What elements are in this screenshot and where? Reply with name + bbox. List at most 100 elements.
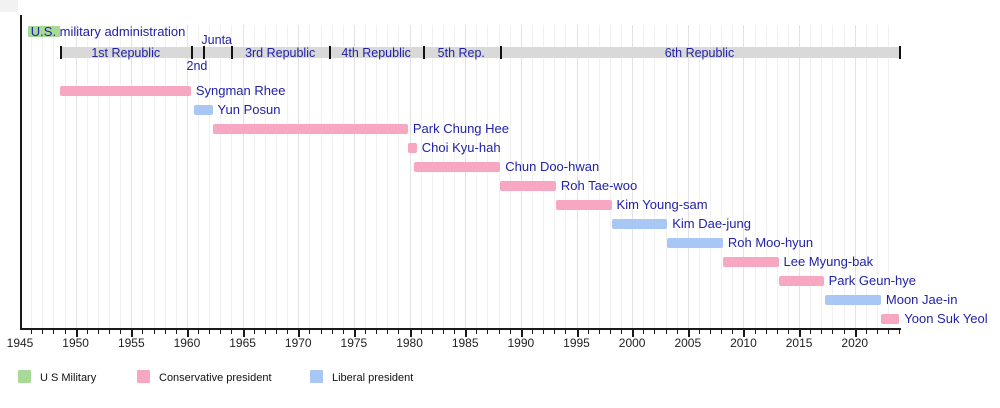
- president-label-roh-moo-hyun[interactable]: Roh Moo-hyun: [727, 235, 814, 250]
- gridline-2010: [743, 25, 745, 328]
- axis-tick-2005: [687, 330, 690, 337]
- gridline-1966: [253, 25, 255, 328]
- legend-swatch-0: [18, 370, 31, 383]
- gridline-2011: [754, 25, 756, 328]
- republic-label-4[interactable]: 4th Republic: [341, 46, 411, 60]
- axis-tick-1948: [53, 330, 55, 334]
- president-label-syngman-rhee[interactable]: Syngman Rhee: [195, 83, 286, 98]
- axis-tick-1959: [175, 330, 177, 334]
- president-bar-kim-dae-jung: [611, 219, 668, 229]
- gridline-1986: [476, 25, 478, 328]
- president-label-park-chung-hee[interactable]: Park Chung Hee: [412, 121, 509, 136]
- republic-label-5[interactable]: 5th Rep.: [437, 46, 485, 60]
- gridline-1995: [576, 25, 578, 328]
- president-label-chun-doo-hwan[interactable]: Chun Doo-hwan: [505, 159, 600, 174]
- gridline-1988: [498, 25, 500, 328]
- president-bar-yoon-suk-yeol: [880, 314, 900, 324]
- republic-label-0[interactable]: 1st Republic: [91, 46, 161, 60]
- axis-tick-1962: [209, 330, 211, 334]
- gridline-2023: [888, 25, 890, 328]
- president-bar-roh-tae-woo: [500, 181, 556, 191]
- axis-tick-1991: [531, 330, 533, 334]
- republic-separator-2: [202, 46, 205, 59]
- gridline-1998: [609, 25, 611, 328]
- axis-tick-1992: [543, 330, 545, 334]
- gridline-1971: [309, 25, 311, 328]
- axis-tick-1995: [576, 330, 579, 337]
- axis-tick-2018: [832, 330, 834, 334]
- axis-tick-2001: [643, 330, 645, 334]
- president-label-kim-dae-jung[interactable]: Kim Dae-jung: [672, 216, 751, 231]
- republic-label-3[interactable]: 3rd Republic: [245, 46, 316, 60]
- gridline-1954: [120, 25, 122, 328]
- axis-label-2000: 2000: [618, 336, 646, 350]
- gridline-2000: [632, 25, 634, 328]
- gridline-1993: [554, 25, 556, 328]
- axis-tick-1961: [198, 330, 200, 334]
- president-label-lee-myung-bak[interactable]: Lee Myung-bak: [783, 254, 874, 269]
- axis-label-1975: 1975: [340, 336, 368, 350]
- axis-tick-2010: [743, 330, 746, 337]
- us-military-label[interactable]: U.S. military administration: [30, 24, 186, 39]
- legend-label-0: U S Military: [40, 372, 97, 384]
- gridline-1970: [298, 25, 300, 328]
- gridline-1947: [42, 25, 44, 328]
- president-label-yoon-suk-yeol[interactable]: Yoon Suk Yeol: [904, 311, 988, 326]
- gridline-2022: [877, 25, 878, 328]
- axis-tick-1977: [376, 330, 378, 334]
- axis-tick-1990: [520, 330, 523, 337]
- axis-label-1960: 1960: [173, 336, 201, 350]
- republic-separator-end: [899, 46, 902, 59]
- president-label-yun-posun[interactable]: Yun Posun: [217, 102, 281, 117]
- president-label-park-geun-hye[interactable]: Park Geun-hye: [828, 273, 917, 288]
- president-label-moon-jae-in[interactable]: Moon Jae-in: [885, 292, 958, 307]
- gridline-1975: [353, 25, 355, 328]
- gridline-1963: [220, 25, 222, 328]
- republic-label-6[interactable]: 6th Republic: [664, 46, 735, 60]
- axis-tick-1976: [365, 330, 367, 334]
- legend-label-1: Conservative president: [159, 372, 272, 384]
- axis-tick-2007: [710, 330, 712, 334]
- axis-tick-2000: [632, 330, 635, 337]
- axis-label-2020: 2020: [841, 336, 869, 350]
- gridline-1959: [175, 25, 177, 328]
- president-bar-moon-jae-in: [825, 295, 881, 305]
- axis-tick-1966: [253, 330, 255, 334]
- president-label-roh-tae-woo[interactable]: Roh Tae-woo: [560, 178, 638, 193]
- republic-label-1[interactable]: 2nd: [186, 59, 208, 73]
- axis-tick-1984: [454, 330, 456, 334]
- gridline-1989: [509, 25, 511, 328]
- axis-tick-1968: [275, 330, 277, 334]
- gridline-2020: [854, 25, 856, 328]
- gridline-1976: [365, 25, 367, 328]
- axis-tick-1978: [387, 330, 389, 334]
- axis-tick-2017: [821, 330, 823, 334]
- gridline-1990: [520, 25, 522, 328]
- president-label-choi-kyu-hah[interactable]: Choi Kyu-hah: [421, 140, 501, 155]
- gridline-2021: [865, 25, 867, 328]
- axis-tick-2009: [732, 330, 734, 334]
- axis-tick-1952: [97, 330, 99, 334]
- president-bar-chun-doo-hwan: [414, 162, 501, 172]
- gridline-2017: [821, 25, 823, 328]
- axis-tick-1981: [420, 330, 422, 334]
- gridline-1946: [31, 25, 33, 328]
- axis-tick-2016: [810, 330, 812, 334]
- gridline-1957: [153, 25, 155, 328]
- axis-label-1965: 1965: [229, 336, 256, 350]
- axis-tick-1993: [554, 330, 556, 334]
- gridline-1948: [53, 25, 55, 328]
- gridline-2001: [643, 25, 645, 328]
- gridline-1972: [320, 25, 322, 328]
- gridline-1950: [75, 25, 77, 328]
- axis-tick-2004: [676, 330, 678, 334]
- axis-tick-1975: [353, 330, 356, 337]
- president-label-kim-young-sam[interactable]: Kim Young-sam: [616, 197, 708, 212]
- gridline-1982: [431, 25, 433, 328]
- gridline-2002: [654, 25, 656, 328]
- gridline-1996: [587, 25, 589, 328]
- gridline-2012: [765, 25, 767, 328]
- axis-tick-2023: [888, 330, 890, 334]
- gridline-1955: [131, 25, 133, 328]
- republic-label-2[interactable]: Junta: [201, 33, 233, 47]
